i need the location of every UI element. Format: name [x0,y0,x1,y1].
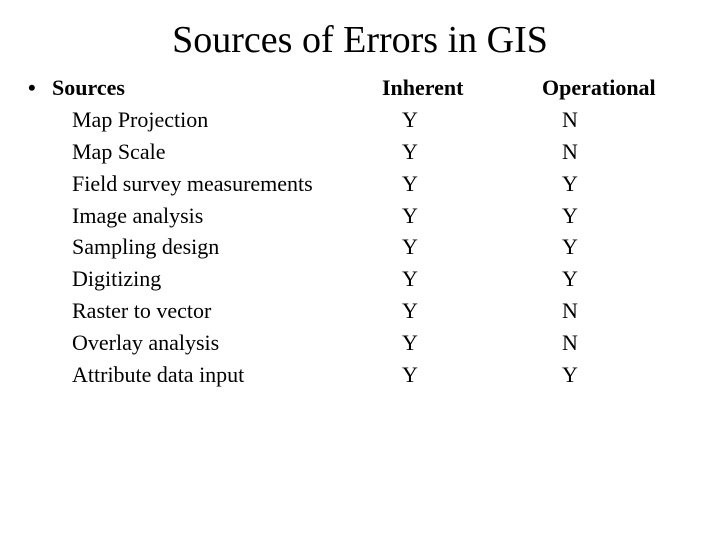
operational-cell: N [562,295,720,327]
table-row: Map Scale Y N [28,136,700,168]
inherent-cell: Y [402,231,562,263]
bullet-spacer [28,136,52,168]
table-row: Image analysis Y Y [28,200,700,232]
source-cell: Map Projection [52,104,402,136]
source-cell: Sampling design [52,231,402,263]
bullet-icon: • [28,72,52,104]
source-cell: Image analysis [52,200,402,232]
table-row: Field survey measurements Y Y [28,168,700,200]
table-row: Attribute data input Y Y [28,359,700,391]
slide-title: Sources of Errors in GIS [0,0,720,72]
inherent-cell: Y [402,295,562,327]
bullet-spacer [28,327,52,359]
inherent-cell: Y [402,168,562,200]
table-row: Map Projection Y N [28,104,700,136]
header-operational: Operational [542,72,702,104]
operational-cell: Y [562,263,720,295]
operational-cell: N [562,136,720,168]
operational-cell: Y [562,359,720,391]
table-row: Sampling design Y Y [28,231,700,263]
inherent-cell: Y [402,263,562,295]
table-row: Overlay analysis Y N [28,327,700,359]
bullet-spacer [28,231,52,263]
bullet-spacer [28,104,52,136]
inherent-cell: Y [402,327,562,359]
header-row: • Sources Inherent Operational [28,72,700,104]
inherent-cell: Y [402,200,562,232]
source-cell: Digitizing [52,263,402,295]
source-cell: Field survey measurements [52,168,402,200]
slide: Sources of Errors in GIS • Sources Inher… [0,0,720,540]
content-area: • Sources Inherent Operational Map Proje… [0,72,720,391]
bullet-spacer [28,295,52,327]
table-row: Raster to vector Y N [28,295,700,327]
bullet-spacer [28,168,52,200]
bullet-spacer [28,200,52,232]
inherent-cell: Y [402,136,562,168]
operational-cell: Y [562,231,720,263]
operational-cell: N [562,104,720,136]
operational-cell: Y [562,168,720,200]
bullet-spacer [28,263,52,295]
inherent-cell: Y [402,104,562,136]
source-cell: Attribute data input [52,359,402,391]
operational-cell: Y [562,200,720,232]
inherent-cell: Y [402,359,562,391]
operational-cell: N [562,327,720,359]
source-cell: Map Scale [52,136,402,168]
header-sources: Sources [52,72,382,104]
bullet-spacer [28,359,52,391]
source-cell: Overlay analysis [52,327,402,359]
source-cell: Raster to vector [52,295,402,327]
table-row: Digitizing Y Y [28,263,700,295]
header-inherent: Inherent [382,72,542,104]
